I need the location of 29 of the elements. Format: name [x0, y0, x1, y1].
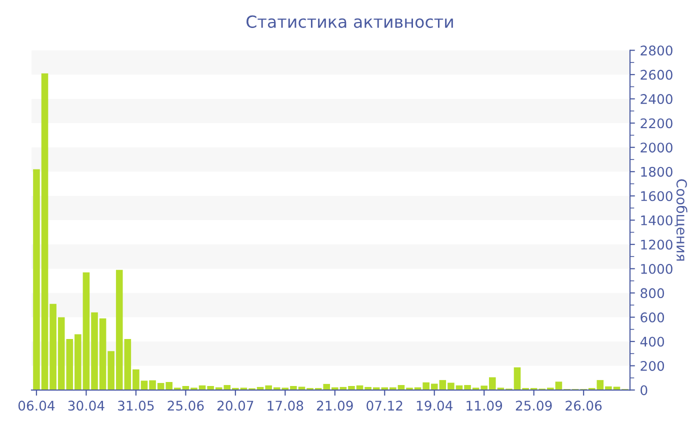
y-axis-title: Сообщения	[674, 179, 688, 261]
y-tick-label: 600	[640, 312, 664, 322]
x-tick-label: 21.09	[316, 400, 353, 411]
x-tick-label: 17.08	[268, 400, 304, 411]
y-tick-label: 1800	[641, 166, 672, 177]
x-tick-label: 11.09	[466, 400, 502, 411]
y-tick-label: 1000	[641, 264, 672, 274]
y-tick-label: 2400	[640, 94, 672, 104]
y-tick-label: 1600	[641, 191, 672, 202]
y-tick-label: 200	[640, 360, 664, 371]
x-tick-label: 31.05	[118, 400, 154, 411]
y-tick-label: 2600	[640, 70, 672, 80]
x-tick-label: 07.12	[366, 400, 402, 411]
x-tick-label: 06.04	[18, 400, 55, 411]
y-tick-label: 1400	[641, 215, 672, 226]
y-tick-label: 2800	[640, 46, 672, 56]
chart-title: Статистика активности	[246, 15, 453, 28]
x-tick-label: 25.09	[516, 400, 552, 411]
y-tick-label: 2200	[640, 118, 672, 128]
x-tick-label: 20.07	[218, 400, 254, 411]
y-tick-label: 1200	[641, 240, 672, 250]
y-tick-label: 400	[640, 336, 664, 347]
x-tick-label: 25.06	[168, 400, 204, 411]
y-tick-label: 0	[640, 385, 648, 396]
x-tick-label: 19.04	[416, 400, 453, 411]
y-tick-label: 800	[640, 288, 664, 298]
x-tick-label: 26.06	[566, 400, 602, 411]
x-tick-label: 30.04	[68, 400, 104, 411]
y-tick-label: 2000	[640, 142, 672, 153]
